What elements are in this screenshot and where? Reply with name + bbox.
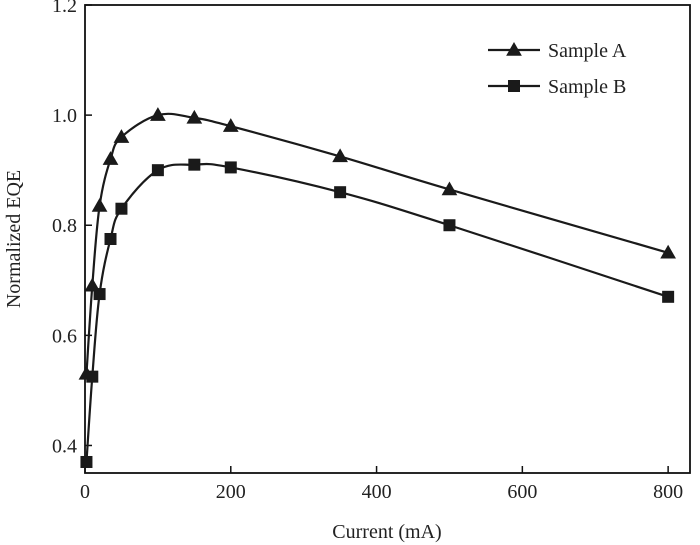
series-1 bbox=[80, 158, 675, 468]
series-1-point-7 bbox=[224, 161, 237, 174]
legend-marker-1 bbox=[508, 80, 520, 92]
series-1-point-10 bbox=[662, 290, 675, 303]
series-0-point-10 bbox=[660, 244, 676, 259]
x-axis-title: Current (mA) bbox=[332, 521, 441, 543]
y-axis-title: Normalized EQE bbox=[3, 170, 25, 308]
x-tick-label-0: 0 bbox=[80, 481, 90, 503]
series-1-point-8 bbox=[334, 186, 347, 199]
y-tick-label-1.0: 1.0 bbox=[52, 105, 77, 127]
series-0-point-1 bbox=[84, 277, 101, 292]
series-0 bbox=[78, 107, 676, 380]
series-0-point-3 bbox=[102, 151, 119, 165]
y-tick-label-0.6: 0.6 bbox=[52, 325, 77, 347]
x-tick-label-400: 400 bbox=[362, 481, 392, 503]
series-1-point-2 bbox=[93, 288, 106, 301]
legend-marker-0 bbox=[506, 41, 522, 56]
series-1-point-0 bbox=[80, 455, 93, 468]
plot-area-frame bbox=[84, 4, 691, 474]
series-0-point-2 bbox=[91, 197, 108, 212]
series-1-point-1 bbox=[86, 370, 99, 383]
series-layer bbox=[78, 107, 676, 468]
series-1-point-6 bbox=[188, 158, 201, 171]
y-tick-label-0.4: 0.4 bbox=[52, 435, 77, 457]
series-0-point-4 bbox=[113, 129, 130, 143]
series-1-point-3 bbox=[104, 233, 117, 245]
series-0-point-8 bbox=[332, 148, 348, 163]
series-0-point-6 bbox=[186, 109, 203, 124]
legend-label-1: Sample B bbox=[548, 76, 626, 98]
y-tick-label-1.2: 1.2 bbox=[52, 0, 77, 17]
x-axis: 0 200 400 600 800 bbox=[80, 466, 683, 503]
series-0-point-5 bbox=[150, 107, 166, 121]
series-0-point-7 bbox=[222, 118, 239, 132]
legend: Sample A Sample B bbox=[488, 40, 627, 98]
series-0-point-9 bbox=[441, 181, 458, 196]
series-1-point-5 bbox=[151, 164, 164, 177]
series-1-point-4 bbox=[115, 202, 128, 215]
x-tick-label-600: 600 bbox=[507, 481, 537, 503]
x-tick-label-800: 800 bbox=[653, 481, 683, 503]
x-tick-label-200: 200 bbox=[216, 481, 246, 503]
series-line-0 bbox=[85, 112, 669, 374]
legend-label-0: Sample A bbox=[548, 40, 627, 62]
y-axis: 0.4 0.6 0.8 1.0 1.2 bbox=[52, 0, 92, 457]
series-line-1 bbox=[85, 162, 669, 463]
series-1-point-9 bbox=[443, 219, 456, 232]
y-tick-label-0.8: 0.8 bbox=[52, 215, 77, 237]
